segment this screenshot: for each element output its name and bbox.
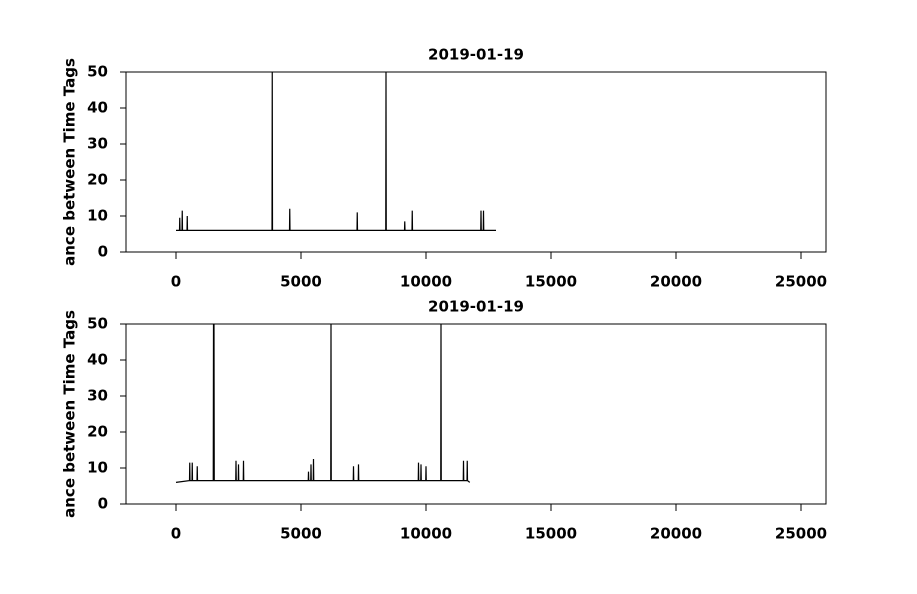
data-line [175,323,471,483]
x-tick-label: 20000 [650,525,702,543]
y-tick-label: 0 [98,243,108,261]
y-tick-label: 20 [87,423,108,441]
plot-frame [125,323,827,505]
x-tick-label: 15000 [525,525,577,543]
x-tick-label: 10000 [400,273,452,291]
y-tick-label: 20 [87,171,108,189]
y-tick-label: 50 [87,63,108,81]
data-line [176,71,496,231]
y-tick-label: 40 [87,99,108,117]
y-tick-label: 50 [87,315,108,333]
y-axis-label: ance between Time Tags [61,58,79,266]
x-tick-label: 20000 [650,273,702,291]
y-tick-label: 10 [87,207,108,225]
x-tick-label: 5000 [280,273,322,291]
x-tick-label: 15000 [525,273,577,291]
x-tick-label: 0 [171,525,181,543]
chart-title: 2019-01-19 [428,46,524,64]
y-tick-label: 0 [98,495,108,513]
x-tick-label: 25000 [775,525,827,543]
x-tick-label: 5000 [280,525,322,543]
x-tick-label: 0 [171,273,181,291]
y-tick-label: 10 [87,459,108,477]
x-tick-label: 10000 [400,525,452,543]
y-tick-label: 30 [87,387,108,405]
chart-title: 2019-01-19 [428,298,524,316]
plot-frame [125,71,827,253]
y-axis-label: ance between Time Tags [61,310,79,518]
x-tick-label: 25000 [775,273,827,291]
y-tick-label: 40 [87,351,108,369]
y-tick-label: 30 [87,135,108,153]
